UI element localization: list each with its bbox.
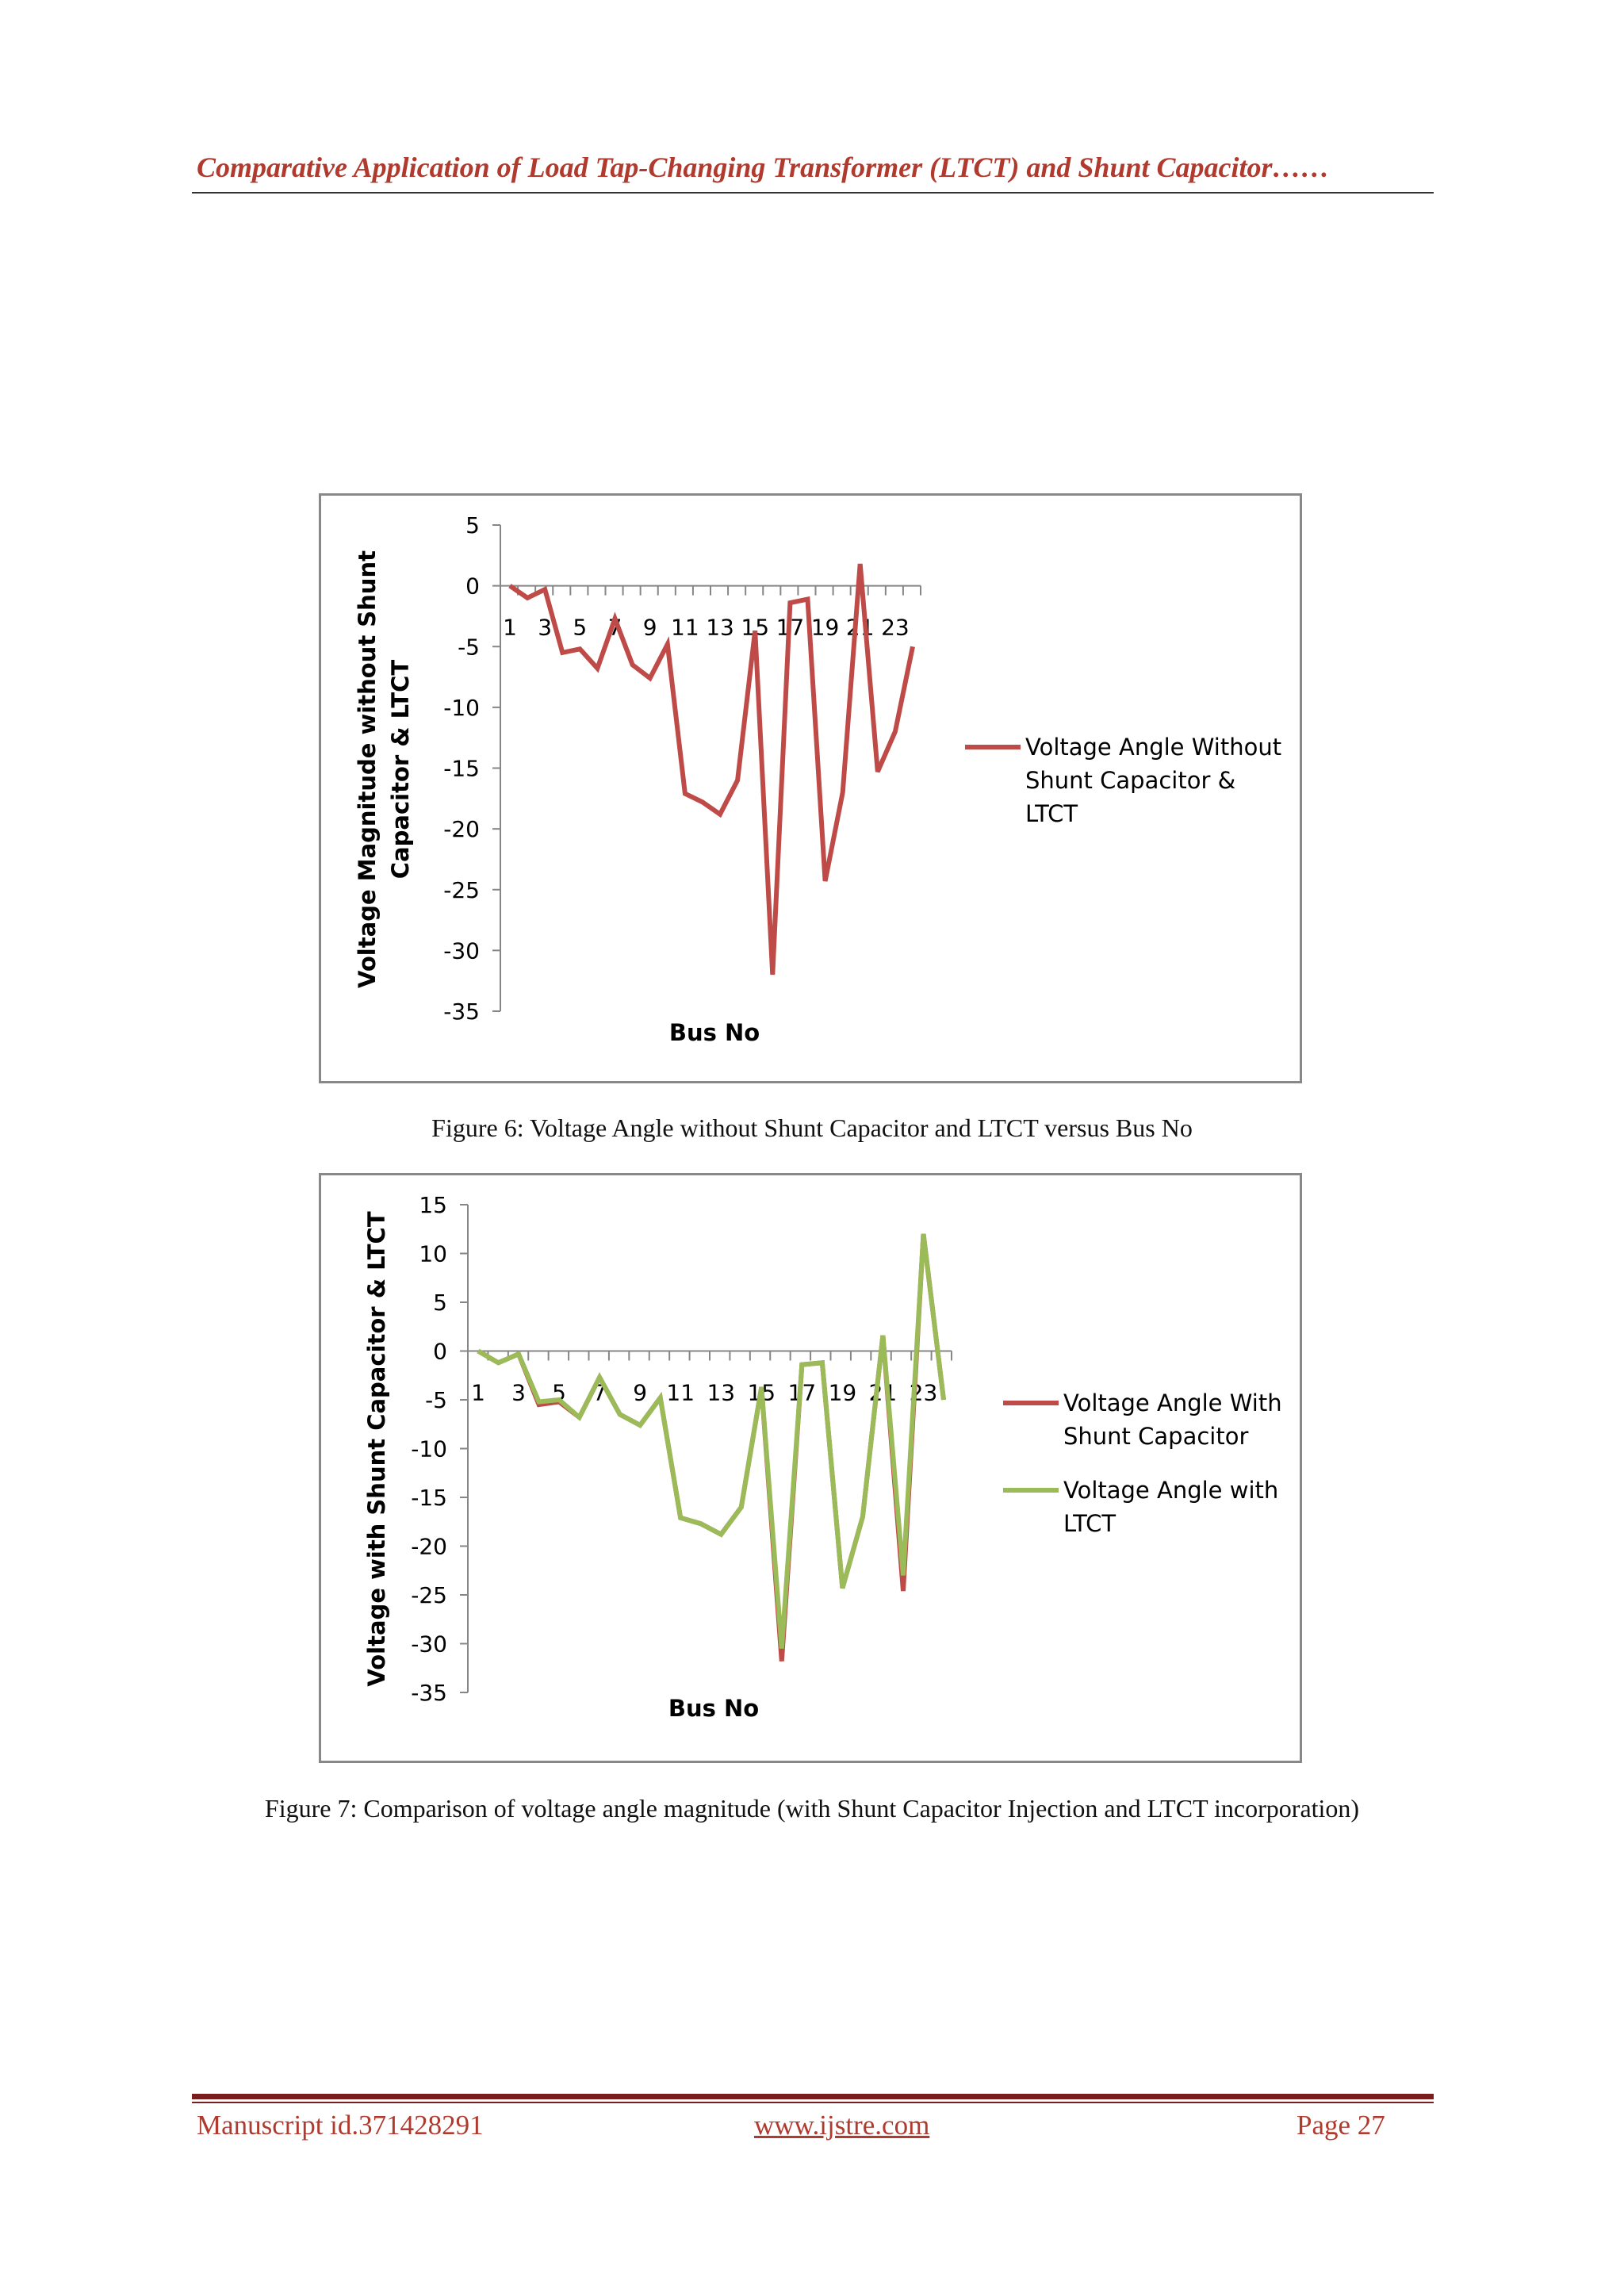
chart2-series-line-1 bbox=[477, 1233, 946, 1662]
page-number: Page 27 bbox=[1297, 2110, 1385, 2141]
chart2-x-axis-label: Bus No bbox=[668, 1695, 759, 1722]
chart1-y-tick-label: -30 bbox=[443, 937, 480, 964]
chart1-x-tick-label: 5 bbox=[573, 615, 587, 641]
chart2-legend-label: LTCT bbox=[1063, 1510, 1116, 1537]
chart2-y-tick-label: -35 bbox=[411, 1680, 447, 1706]
chart2-x-tick-label: 3 bbox=[511, 1380, 526, 1406]
chart2-x-tick-label: 9 bbox=[633, 1380, 647, 1406]
chart1-series-line-1 bbox=[508, 563, 915, 976]
chart2-y-tick-label: 15 bbox=[419, 1192, 447, 1218]
chart2-y-tick-label: 5 bbox=[433, 1290, 447, 1316]
chart1-x-axis-label: Bus No bbox=[669, 1019, 760, 1046]
running-header-title: Comparative Application of Load Tap-Chan… bbox=[197, 151, 1330, 183]
chart1-x-tick-label: 1 bbox=[503, 615, 517, 641]
chart2-y-tick-label: -5 bbox=[425, 1387, 447, 1413]
chart1-legend-label: Voltage Angle Without bbox=[1025, 734, 1281, 761]
chart2-x-tick-label: 13 bbox=[707, 1380, 735, 1406]
chart2-y-tick-label: -30 bbox=[411, 1631, 447, 1658]
chart2-y-tick-label: 10 bbox=[419, 1241, 447, 1267]
chart1-y-tick-label: -10 bbox=[443, 695, 480, 721]
chart1-x-tick-label: 23 bbox=[881, 615, 910, 641]
chart2-x-tick-label: 19 bbox=[829, 1380, 857, 1406]
chart1-legend-label: LTCT bbox=[1025, 800, 1078, 827]
chart1-x-tick-label: 3 bbox=[538, 615, 552, 641]
chart1-x-tick-label: 9 bbox=[643, 615, 657, 641]
chart1-y-tick-label: 5 bbox=[465, 512, 480, 539]
chart2-y-tick-label: -20 bbox=[411, 1534, 447, 1560]
journal-link[interactable]: www.ijstre.com bbox=[754, 2110, 930, 2141]
figure-6-chart-svg: 50-5-10-15-20-25-30-351 3 5 7 9 11 13 15 17 19 21 2… bbox=[354, 512, 1281, 1046]
chart1-legend-label: Shunt Capacitor & bbox=[1025, 767, 1235, 794]
chart1-x-tick-label: 21 bbox=[846, 615, 875, 641]
chart2-x-tick-label: 21 bbox=[869, 1380, 898, 1406]
chart2-y-tick-label: 0 bbox=[433, 1339, 447, 1365]
chart2-y-tick-label: -25 bbox=[411, 1582, 447, 1608]
chart1-y-tick-label: -25 bbox=[443, 877, 480, 903]
footer-divider-thin bbox=[192, 2102, 1434, 2103]
chart1-x-tick-label: 19 bbox=[811, 615, 840, 641]
chart1-y-axis-label: Capacitor & LTCT bbox=[387, 660, 414, 880]
chart2-series-line-2 bbox=[477, 1233, 946, 1649]
chart1-y-tick-label: -5 bbox=[458, 634, 480, 660]
chart1-y-tick-label: -20 bbox=[443, 816, 480, 842]
figure-6-caption: Figure 6: Voltage Angle without Shunt Ca… bbox=[431, 1114, 1193, 1142]
footer-divider bbox=[192, 2094, 1434, 2099]
chart2-y-tick-label: -10 bbox=[411, 1436, 447, 1462]
chart2-legend-label: Voltage Angle with bbox=[1063, 1477, 1278, 1504]
chart2-legend-label: Shunt Capacitor bbox=[1063, 1423, 1248, 1450]
figure-7-caption: Figure 7: Comparison of voltage angle ma… bbox=[264, 1794, 1360, 1823]
chart2-y-tick-label: -15 bbox=[411, 1485, 447, 1511]
chart1-y-tick-label: -15 bbox=[443, 756, 480, 782]
chart1-y-tick-label: 0 bbox=[465, 573, 480, 600]
chart2-legend-label: Voltage Angle With bbox=[1063, 1389, 1282, 1416]
figure-7-chart: 15 10 5 0 -5 -10 -15 -20 -25 -30 -35 1 3 5 7 9 11 13 15 17 1… bbox=[319, 1173, 1302, 1763]
chart1-y-axis-label: Voltage Magnitude without Shunt bbox=[354, 550, 381, 988]
chart1-x-tick-label: 13 bbox=[706, 615, 734, 641]
header-divider bbox=[192, 192, 1434, 194]
chart2-x-tick-label: 11 bbox=[666, 1380, 695, 1406]
chart2-y-axis-label: Voltage with Shunt Capacitor & LTCT bbox=[363, 1211, 390, 1686]
chart1-x-tick-label: 11 bbox=[671, 615, 699, 641]
chart2-x-tick-label: 1 bbox=[471, 1380, 485, 1406]
figure-6-chart: 5 0 -5 -10 -15 -20 -25 -30 -35 1 3 5 7 9 11 13 15 17 19 21 2… bbox=[319, 493, 1302, 1083]
chart1-y-tick-label: -35 bbox=[443, 999, 480, 1025]
manuscript-id: Manuscript id.371428291 bbox=[197, 2110, 484, 2141]
